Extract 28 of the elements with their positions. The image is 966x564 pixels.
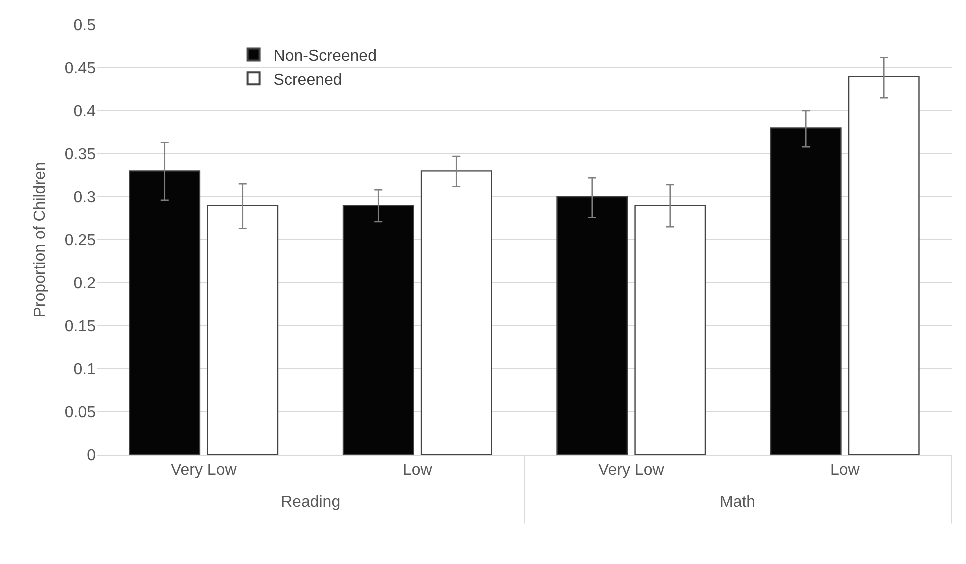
x-tick-label: Low <box>830 462 860 480</box>
bar <box>342 205 414 455</box>
y-tick-label: 0.15 <box>64 318 96 336</box>
y-tick-label: 0.5 <box>74 18 96 35</box>
y-tick-label: 0.1 <box>74 362 96 379</box>
bar <box>770 128 842 455</box>
bar <box>848 76 920 455</box>
x-tick-label: Low <box>402 462 433 480</box>
bar <box>207 205 279 455</box>
legend-label: Non-Screened <box>274 48 377 66</box>
y-axis-title: Proportion of Children <box>32 162 49 318</box>
text: Math <box>720 494 756 511</box>
y-tick-label: 0 <box>87 448 96 465</box>
bar <box>556 196 628 455</box>
y-tick-label: 0.4 <box>74 104 96 121</box>
y-tick-label: 0.45 <box>64 60 96 78</box>
bar <box>420 170 492 455</box>
y-tick-label: 0.25 <box>64 232 96 250</box>
y-tick-label: 0.05 <box>64 404 96 422</box>
x-tick-label: Very Low <box>170 462 238 480</box>
y-tick-label: 0.3 <box>74 190 96 207</box>
x-tick-label: Very Low <box>598 462 665 480</box>
legend-label: Screened <box>274 72 342 89</box>
y-tick-label: 0.35 <box>64 146 96 164</box>
y-tick-label: 0.2 <box>74 276 96 293</box>
text: Reading <box>281 494 341 511</box>
bar <box>129 170 201 455</box>
bar <box>634 205 706 455</box>
